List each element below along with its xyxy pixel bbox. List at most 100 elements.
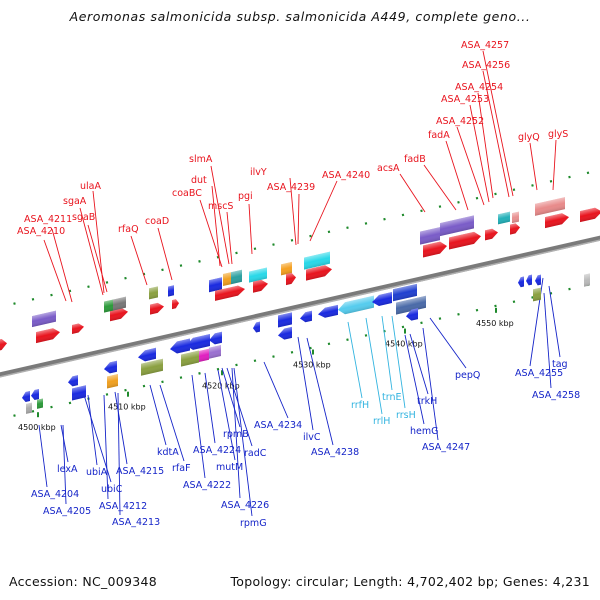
forward-gene-label[interactable]: ASA_4252	[436, 116, 484, 127]
olive-rev-gene[interactable]	[141, 358, 163, 376]
red-g-gene[interactable]	[253, 278, 268, 293]
olive-rev-c-gene[interactable]	[533, 287, 541, 302]
blue-rev-t-gene[interactable]	[535, 274, 541, 286]
cyan-b-gene[interactable]	[304, 251, 330, 270]
red-b-gene[interactable]	[72, 322, 84, 334]
red-e-gene[interactable]	[172, 299, 179, 310]
forward-gene-label[interactable]: glyQ	[518, 132, 540, 143]
reverse-gene-label[interactable]: ilvC	[303, 432, 321, 443]
purple-b-gene[interactable]	[420, 227, 440, 245]
rna-gene-label[interactable]: rrlH	[373, 416, 390, 427]
cyan-rev-gene[interactable]	[338, 295, 374, 316]
reverse-gene-label[interactable]: kdtA	[157, 447, 179, 458]
forward-gene-label[interactable]: fadB	[404, 154, 426, 165]
red-left-gene[interactable]	[0, 338, 7, 352]
red-o-gene[interactable]	[580, 206, 600, 223]
forward-gene-label[interactable]: coaBC	[172, 188, 202, 199]
blue-rev-s-gene[interactable]	[526, 274, 532, 286]
forward-gene-label[interactable]: fadA	[428, 130, 450, 141]
reverse-gene-label[interactable]: rpmG	[240, 518, 267, 529]
olive-rev-b-gene[interactable]	[181, 350, 199, 367]
reverse-gene-label[interactable]: radC	[244, 448, 267, 459]
rna-gene-label[interactable]: trnE	[382, 392, 402, 403]
reverse-gene-label[interactable]: mutM	[216, 462, 243, 473]
purple-rev-gene[interactable]	[209, 344, 221, 359]
reverse-gene-label[interactable]: lexA	[57, 464, 78, 475]
pink-a-gene[interactable]	[512, 211, 519, 224]
reverse-gene-label[interactable]: ubiC	[101, 484, 123, 495]
red-a-gene[interactable]	[36, 327, 60, 344]
forward-gene-label[interactable]: ASA_4240	[322, 170, 370, 181]
blue-rev-k-gene[interactable]	[278, 312, 292, 328]
forward-gene-label[interactable]: sgaA	[63, 196, 87, 207]
forward-gene-label[interactable]: ASA_4254	[455, 82, 503, 93]
reverse-gene-label[interactable]: ASA_4238	[311, 447, 359, 458]
forward-gene-label[interactable]: pgi	[238, 191, 253, 202]
blue-rev-j-gene[interactable]	[253, 321, 260, 334]
gray-a-gene[interactable]	[113, 296, 126, 311]
cyan-a-gene[interactable]	[249, 267, 267, 283]
reverse-gene-label[interactable]: ASA_4213	[112, 517, 160, 528]
blue-f1-gene[interactable]	[168, 285, 174, 297]
orange-a-gene[interactable]	[223, 272, 231, 287]
blue-rev-a-gene[interactable]	[22, 391, 30, 403]
blue-rev-p-gene[interactable]	[393, 283, 417, 302]
purple-a-gene[interactable]	[32, 310, 56, 328]
green-a-gene[interactable]	[104, 299, 114, 313]
forward-gene-label[interactable]: ilvY	[250, 167, 267, 178]
red-h-gene[interactable]	[286, 272, 296, 286]
red-c-gene[interactable]	[110, 306, 128, 322]
reverse-gene-label[interactable]: ASA_4205	[43, 506, 91, 517]
forward-gene-label[interactable]: ulaA	[80, 181, 101, 192]
orange-rev-gene[interactable]	[107, 373, 118, 389]
blue-big-gene[interactable]	[209, 277, 222, 293]
blue-rev-f-gene[interactable]	[138, 347, 156, 363]
gray-rev-b-gene[interactable]	[584, 273, 590, 287]
red-i-gene[interactable]	[306, 264, 332, 281]
forward-gene-label[interactable]: glyS	[548, 129, 568, 140]
red-d-gene[interactable]	[150, 301, 164, 315]
slate-rev-gene[interactable]	[396, 295, 426, 315]
reverse-gene-label[interactable]: ubiA	[86, 467, 108, 478]
forward-gene-label[interactable]: acsA	[377, 163, 400, 174]
blue-rev-q-gene[interactable]	[406, 308, 418, 322]
red-n-gene[interactable]	[545, 212, 569, 229]
magenta-a-gene[interactable]	[199, 348, 209, 363]
blue-rev-d-gene[interactable]	[72, 385, 86, 401]
reverse-gene-label[interactable]: ASA_4258	[532, 390, 580, 401]
forward-gene-label[interactable]: ASA_4256	[462, 60, 510, 71]
red-m-gene[interactable]	[510, 222, 520, 235]
red-l-gene[interactable]	[485, 227, 498, 241]
reverse-gene-label[interactable]: ASA_4234	[254, 420, 302, 431]
blue-rev-g-gene[interactable]	[170, 338, 190, 356]
reverse-gene-label[interactable]: ASA_4224	[193, 445, 241, 456]
teal-b-gene[interactable]	[498, 211, 510, 225]
forward-gene-label[interactable]: ASA_4257	[461, 40, 509, 51]
blue-rev-b-gene[interactable]	[31, 388, 39, 401]
olive-a-gene[interactable]	[149, 286, 158, 300]
teal-a-gene[interactable]	[231, 269, 242, 285]
reverse-gene-label[interactable]: tag	[552, 359, 568, 370]
forward-gene-label[interactable]: rfaQ	[118, 224, 139, 235]
reverse-gene-label[interactable]: rfaF	[172, 463, 191, 474]
forward-gene-label[interactable]: slmA	[189, 154, 213, 165]
forward-gene-label[interactable]: sgaB	[72, 212, 95, 223]
blue-rev-h-gene[interactable]	[186, 334, 210, 351]
blue-rev-m-gene[interactable]	[300, 310, 312, 324]
red-j-gene[interactable]	[423, 240, 447, 258]
gray-rev-gene[interactable]	[26, 402, 32, 414]
blue-rev-c-gene[interactable]	[68, 375, 78, 387]
forward-gene-label[interactable]: mscS	[208, 201, 233, 212]
reverse-gene-label[interactable]: ASA_4222	[183, 480, 231, 491]
reverse-gene-label[interactable]: ASA_4215	[116, 466, 164, 477]
red-k-gene[interactable]	[449, 230, 481, 250]
reverse-gene-label[interactable]: hemG	[410, 426, 438, 437]
reverse-gene-label[interactable]: ASA_4255	[515, 368, 563, 379]
forward-gene-label[interactable]: dut	[191, 175, 207, 186]
rna-gene-label[interactable]: rrfH	[351, 400, 369, 411]
forward-gene-label[interactable]: coaD	[145, 216, 169, 227]
blue-rev-n-gene[interactable]	[318, 304, 338, 320]
blue-rev-o-gene[interactable]	[372, 292, 392, 308]
reverse-gene-label[interactable]: ASA_4212	[99, 501, 147, 512]
forward-gene-label[interactable]: ASA_4211	[24, 214, 72, 225]
